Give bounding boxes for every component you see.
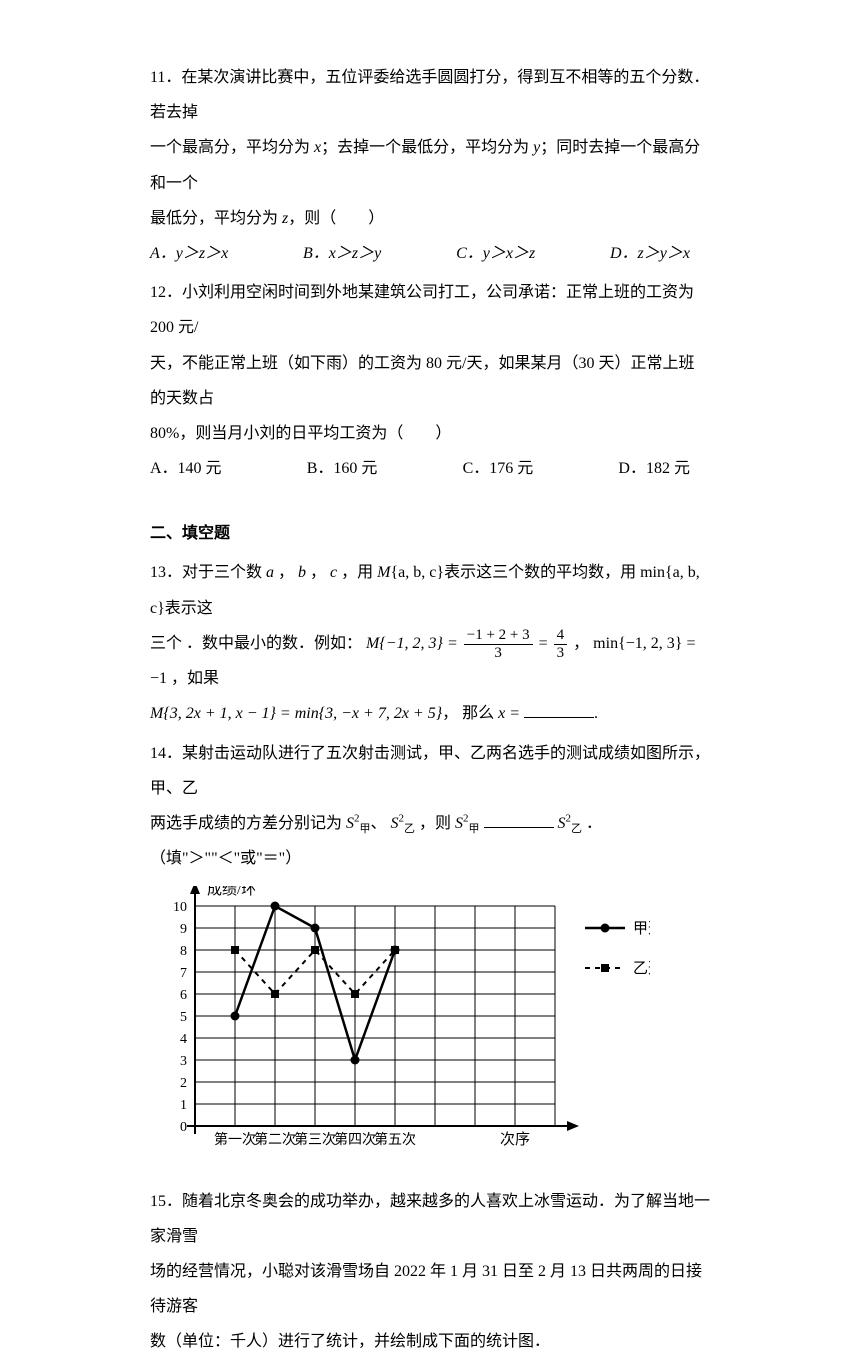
q12-line-2: 天，不能正常上班（如下雨）的工资为 80 元/天，如果某月（30 天）正常上班的… — [150, 346, 710, 416]
svg-text:1: 1 — [180, 1098, 187, 1113]
section-2-title: 二、填空题 — [150, 516, 710, 551]
svg-text:第二次: 第二次 — [254, 1131, 296, 1148]
q11-line-2: 一个最高分，平均分为 x；去掉一个最低分，平均分为 y；同时去掉一个最高分和一个 — [150, 130, 710, 200]
q12-line-3: 80%，则当月小刘的日平均工资为（ ） — [150, 416, 710, 451]
q12-option-c[interactable]: C．176 元 — [463, 451, 534, 486]
svg-text:10: 10 — [173, 900, 187, 915]
svg-text:6: 6 — [180, 988, 187, 1003]
question-12: 12．小刘利用空闲时间到外地某建筑公司打工，公司承诺：正常上班的工资为 200 … — [150, 275, 710, 486]
fraction-2: 43 — [552, 627, 570, 661]
line-chart: 0 1 2 3 4 5 6 7 8 9 10 成绩/环第一次第二次第三次第四次第五次 次序 甲选手乙选手 — [150, 886, 710, 1179]
question-11: 11．在某次演讲比赛中，五位评委给选手圆圆打分，得到互不相等的五个分数．若去掉 … — [150, 60, 710, 271]
question-15: 15．随着北京冬奥会的成功举办，越来越多的人喜欢上冰雪运动．为了解当地一家滑雪 … — [150, 1184, 710, 1360]
q13-line-2: 三个 ．数中最小的数．例如： M{−1, 2, 3} = −1 + 2 + 33… — [150, 626, 710, 697]
q14-line-1: 14．某射击运动队进行了五次射击测试，甲、乙两名选手的测试成绩如图所示，甲、乙 — [150, 736, 710, 806]
q12-options: A．140 元 B．160 元 C．176 元 D．182 元 — [150, 451, 710, 486]
q14-line-2: 两选手成绩的方差分别记为 S2甲、 S2乙 ，则 S2甲 S2乙 ．（填"＞""… — [150, 806, 710, 877]
q13-line-3: M{3, 2x + 1, x − 1} = min{3, −x + 7, 2x … — [150, 696, 710, 731]
q12-option-a[interactable]: A．140 元 — [150, 451, 222, 486]
svg-text:成绩/环: 成绩/环 — [207, 886, 256, 898]
q15-line-2: 场的经营情况，小聪对该滑雪场自 2022 年 1 月 31 日至 2 月 13 … — [150, 1254, 710, 1324]
svg-text:0: 0 — [180, 1120, 187, 1135]
svg-text:2: 2 — [180, 1076, 187, 1091]
svg-text:甲选手: 甲选手 — [633, 920, 650, 937]
svg-text:4: 4 — [180, 1032, 187, 1047]
svg-text:8: 8 — [180, 944, 187, 959]
svg-text:5: 5 — [180, 1010, 187, 1025]
q11-option-d[interactable]: D．z＞y＞x — [610, 236, 690, 271]
svg-text:7: 7 — [180, 966, 187, 981]
question-14: 14．某射击运动队进行了五次射击测试，甲、乙两名选手的测试成绩如图所示，甲、乙 … — [150, 736, 710, 877]
q11-option-b[interactable]: B．x＞z＞y — [303, 236, 381, 271]
q15-line-3: 数（单位：千人）进行了统计，并绘制成下面的统计图． — [150, 1324, 710, 1359]
chart-svg: 0 1 2 3 4 5 6 7 8 9 10 成绩/环第一次第二次第三次第四次第五次 次序 甲选手乙选手 — [150, 886, 650, 1166]
q11-option-c[interactable]: C．y＞x＞z — [456, 236, 535, 271]
q12-option-b[interactable]: B．160 元 — [307, 451, 378, 486]
svg-text:3: 3 — [180, 1054, 187, 1069]
q15-line-1: 15．随着北京冬奥会的成功举办，越来越多的人喜欢上冰雪运动．为了解当地一家滑雪 — [150, 1184, 710, 1254]
q11-line-3: 最低分，平均分为 z，则（ ） — [150, 201, 710, 236]
q12-line-1: 12．小刘利用空闲时间到外地某建筑公司打工，公司承诺：正常上班的工资为 200 … — [150, 275, 710, 345]
svg-text:乙选手: 乙选手 — [633, 960, 650, 977]
svg-text:第四次: 第四次 — [334, 1131, 376, 1148]
svg-text:9: 9 — [180, 922, 187, 937]
question-13: 13．对于三个数 a ， b ， c ，用 M{a, b, c}表示这三个数的平… — [150, 555, 710, 731]
svg-text:次序: 次序 — [500, 1131, 530, 1148]
svg-text:第一次: 第一次 — [214, 1131, 256, 1148]
svg-text:第五次: 第五次 — [374, 1131, 416, 1148]
q13-line-1: 13．对于三个数 a ， b ， c ，用 M{a, b, c}表示这三个数的平… — [150, 555, 710, 625]
blank-q13[interactable] — [524, 702, 594, 718]
blank-q14[interactable] — [484, 812, 554, 828]
q12-option-d[interactable]: D．182 元 — [618, 451, 690, 486]
q11-line-1: 11．在某次演讲比赛中，五位评委给选手圆圆打分，得到互不相等的五个分数．若去掉 — [150, 60, 710, 130]
q11-option-a[interactable]: A．y＞z＞x — [150, 236, 228, 271]
svg-text:第三次: 第三次 — [294, 1131, 336, 1148]
q11-options: A．y＞z＞x B．x＞z＞y C．y＞x＞z D．z＞y＞x — [150, 236, 710, 271]
fraction-1: −1 + 2 + 33 — [462, 627, 535, 661]
